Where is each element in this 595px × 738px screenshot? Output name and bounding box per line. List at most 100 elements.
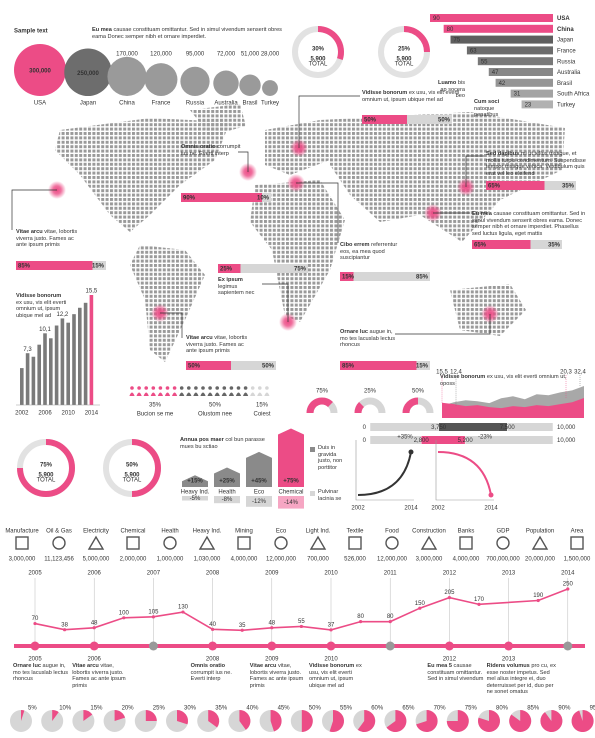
point-label: 35 <box>239 623 246 629</box>
callout-value: 10% <box>257 196 270 202</box>
indicator-label: Population <box>526 529 554 535</box>
range-bar <box>421 436 466 444</box>
callout-bar <box>16 261 93 270</box>
paragraph-lead: Vitae arcu <box>72 663 99 669</box>
annotation: 20,3 <box>560 370 572 376</box>
person-head <box>215 386 219 390</box>
person-head <box>208 386 212 390</box>
sector-value: -8% <box>222 497 233 503</box>
paragraph-lead: Omnis oratio <box>190 663 226 669</box>
rank-bar <box>450 35 553 44</box>
leader-line <box>262 283 289 322</box>
year-bar <box>31 356 36 405</box>
ring-total-label: TOTAL <box>309 62 328 68</box>
person-head <box>201 386 205 390</box>
callout-value: 90% <box>183 196 196 202</box>
indicator-value: 1,500,000 <box>564 557 591 563</box>
sector-column <box>182 475 208 487</box>
range-bar <box>438 423 508 431</box>
leader-line <box>160 312 183 338</box>
person-body <box>143 392 149 396</box>
timeline-text: Ornare luc augue in, mo tes lacuslab lec… <box>13 663 69 683</box>
indicator-icon <box>459 536 473 550</box>
trend-curve <box>357 451 412 496</box>
point-label: 48 <box>91 620 98 626</box>
gauge-value <box>354 402 365 414</box>
sector-label: Chemical <box>278 490 303 496</box>
year-label: 2006 <box>88 571 102 577</box>
bar-value: 10,1 <box>39 327 51 333</box>
indicator-label: Manufacture <box>5 529 39 535</box>
person-head <box>130 386 134 390</box>
indicator-label: Chemical <box>120 529 145 535</box>
ring-total: 5,900 <box>124 473 140 479</box>
callout-bar <box>530 240 562 249</box>
sector-value: +75% <box>283 479 299 485</box>
point-label: 150 <box>415 601 426 607</box>
paragraph-text: mi ut tellus tristique, et mollis turpis… <box>486 151 586 177</box>
timeline-point <box>151 615 155 619</box>
ring-percent: 50% <box>126 463 139 469</box>
callout-text: Eu mea causae constituam omittantur. Sed… <box>472 211 587 237</box>
leader-line <box>395 314 491 335</box>
indicator-value: 4,000,000 <box>453 557 480 563</box>
rank-bar <box>521 100 553 109</box>
indicator-icon <box>237 536 251 550</box>
bubble <box>239 74 261 96</box>
person-body <box>172 392 178 396</box>
bubble <box>262 80 278 96</box>
pie-label: 65% <box>402 706 415 712</box>
paragraph-text: natoque penatibus <box>474 105 499 119</box>
gauge-value <box>402 397 419 414</box>
point-label: 40 <box>209 622 216 628</box>
point-label: 105 <box>148 609 159 615</box>
indicator-label: Banks <box>458 529 475 535</box>
point-label: 55 <box>298 619 305 625</box>
chart-title: Annua pos maer col bun parasse mues bu s… <box>180 437 272 450</box>
bubble-value: 28,000 <box>261 52 280 58</box>
sector-negative <box>214 496 240 504</box>
paragraph-lead: Annua pos maer <box>180 437 224 443</box>
timeline-dot <box>30 641 40 651</box>
point-label: 100 <box>119 610 130 616</box>
paragraph-lead: Omnis oratio <box>181 144 216 150</box>
pie-label: 50% <box>309 706 322 712</box>
callout-value: 35% <box>562 184 575 190</box>
paragraph-lead: Sed dapibus <box>486 151 520 157</box>
timeline-dot <box>148 641 158 651</box>
paragraph-text: vitae, lobortis viverra justo. Fames ac … <box>72 663 126 689</box>
indicator-value: 3,000,000 <box>416 557 443 563</box>
timeline-dot <box>267 641 277 651</box>
leader-line <box>298 95 360 148</box>
bubble-label: China <box>119 101 135 107</box>
rank-bar <box>430 14 553 22</box>
pie-slice <box>540 710 563 733</box>
point-label: 170 <box>474 597 485 603</box>
timeline-dot <box>385 641 395 651</box>
bar-value: 12,2 <box>57 312 69 318</box>
person-head <box>165 386 170 390</box>
callout-bar <box>231 361 276 370</box>
paragraph-lead: Vidisse bonorum <box>440 374 486 380</box>
year-label: 2014 <box>561 571 575 577</box>
year-bar <box>72 314 76 405</box>
timeline-point <box>359 620 363 624</box>
callout-bar <box>544 181 576 190</box>
indicator-icon <box>309 535 327 550</box>
rank-value: 42 <box>499 81 506 87</box>
year-label: 2010 <box>324 571 338 577</box>
sector-label: Heavy Ind. <box>181 490 210 496</box>
timeline-line <box>34 588 569 632</box>
callout-value: 50% <box>364 118 377 124</box>
rank-value: 31 <box>514 92 521 98</box>
timeline-point <box>92 626 96 630</box>
range-label: 5,200 <box>458 438 474 444</box>
pie-label: 70% <box>434 706 447 712</box>
timeline-point <box>270 626 274 630</box>
timeline-point <box>477 602 481 606</box>
pie-label: 90% <box>558 706 571 712</box>
pie-label: 30% <box>184 706 197 712</box>
pie-label: 55% <box>340 706 353 712</box>
timeline-text: Vitae arcu vitae, lobortis viverra justo… <box>72 663 128 689</box>
people-percent: 50% <box>209 403 222 409</box>
